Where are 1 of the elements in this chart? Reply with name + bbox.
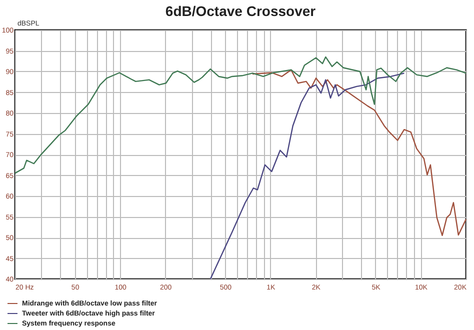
chart-title: 6dB/Octave Crossover — [165, 3, 316, 19]
